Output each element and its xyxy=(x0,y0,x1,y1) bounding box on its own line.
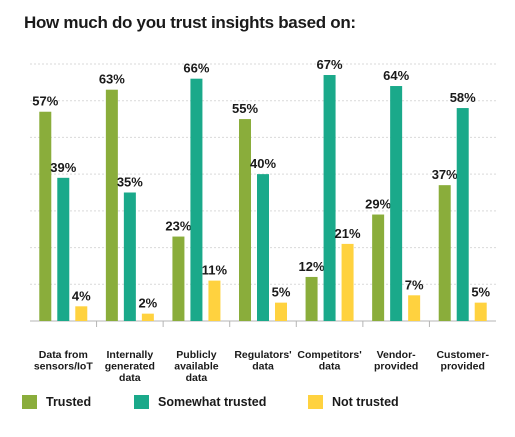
bar-somewhat-trusted xyxy=(123,192,136,321)
data-label-not-trusted: 2% xyxy=(138,296,157,311)
bar-not-trusted xyxy=(141,313,154,321)
category-label: Data from xyxy=(39,349,88,361)
category-label: available xyxy=(174,361,219,373)
legend-label-somewhat-trusted: Somewhat trusted xyxy=(158,395,267,409)
category-label: Internally xyxy=(107,349,154,361)
bar-not-trusted xyxy=(408,295,421,321)
category-label: Competitors' xyxy=(297,349,361,361)
category-label: provided xyxy=(441,361,485,373)
legend: Trusted Somewhat trusted Not trusted xyxy=(22,395,502,413)
data-label-trusted: 37% xyxy=(432,167,458,182)
bar-somewhat-trusted xyxy=(257,174,269,321)
data-label-not-trusted: 4% xyxy=(72,288,91,303)
legend-swatch-trusted xyxy=(22,395,37,409)
category-label: provided xyxy=(374,361,418,373)
bar-somewhat-trusted xyxy=(456,108,469,321)
legend-label-not-trusted: Not trusted xyxy=(332,395,399,409)
bar-trusted xyxy=(372,214,385,321)
legend-swatch-not-trusted xyxy=(308,395,323,409)
bar-not-trusted xyxy=(208,280,221,321)
bar-not-trusted xyxy=(474,302,487,321)
data-label-not-trusted: 21% xyxy=(335,226,361,241)
data-label-somewhat-trusted: 40% xyxy=(250,156,276,171)
data-label-trusted: 55% xyxy=(232,101,258,116)
data-label-trusted: 12% xyxy=(299,259,325,274)
legend-item-trusted: Trusted xyxy=(22,395,91,409)
bar-somewhat-trusted xyxy=(190,78,203,321)
bar-somewhat-trusted xyxy=(57,177,70,321)
data-label-trusted: 57% xyxy=(32,94,58,109)
bar-trusted xyxy=(39,111,52,321)
bar-not-trusted xyxy=(275,302,287,321)
data-label-trusted: 23% xyxy=(165,219,191,234)
bar-somewhat-trusted xyxy=(390,86,403,322)
bar-trusted xyxy=(438,185,451,321)
bar-somewhat-trusted xyxy=(323,75,336,321)
data-label-trusted: 29% xyxy=(365,197,391,212)
bar-trusted xyxy=(239,119,251,321)
legend-label-trusted: Trusted xyxy=(46,395,92,409)
category-label: data xyxy=(186,372,208,384)
bar-not-trusted xyxy=(75,306,88,321)
legend-swatch-somewhat-trusted xyxy=(134,395,149,409)
data-label-not-trusted: 5% xyxy=(471,285,490,300)
data-label-not-trusted: 5% xyxy=(272,285,291,300)
category-label: generated xyxy=(105,361,155,373)
data-label-not-trusted: 7% xyxy=(405,277,424,292)
data-label-somewhat-trusted: 39% xyxy=(50,160,76,175)
category-label: sensors/IoT xyxy=(34,361,94,373)
legend-item-somewhat-trusted: Somewhat trusted xyxy=(134,395,266,409)
category-label: Customer- xyxy=(436,349,489,361)
data-label-somewhat-trusted: 58% xyxy=(450,90,476,105)
category-label: data xyxy=(252,361,274,373)
legend-item-not-trusted: Not trusted xyxy=(308,395,399,409)
bar-trusted xyxy=(105,89,118,321)
data-label-not-trusted: 11% xyxy=(202,263,228,278)
bar-trusted xyxy=(172,236,185,321)
category-label: data xyxy=(119,372,141,384)
data-label-somewhat-trusted: 35% xyxy=(117,175,143,190)
category-label: Vendor- xyxy=(377,349,417,361)
data-label-somewhat-trusted: 67% xyxy=(317,57,343,72)
chart-title: How much do you trust insights based on: xyxy=(24,13,356,32)
data-label-trusted: 63% xyxy=(99,72,125,87)
category-label: Regulators' xyxy=(234,349,291,361)
category-label: Publicly xyxy=(176,349,216,361)
bar-not-trusted xyxy=(341,243,354,321)
category-label: data xyxy=(319,361,341,373)
bar-trusted xyxy=(305,276,318,321)
data-label-somewhat-trusted: 66% xyxy=(183,61,209,76)
data-label-somewhat-trusted: 64% xyxy=(383,68,409,83)
